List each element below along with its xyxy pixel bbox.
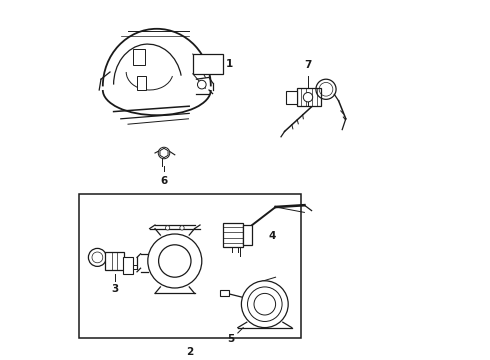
Circle shape xyxy=(197,80,206,89)
Bar xyxy=(243,225,252,245)
Circle shape xyxy=(254,293,275,315)
Bar xyxy=(104,252,124,270)
Text: 3: 3 xyxy=(112,284,119,294)
Bar xyxy=(79,194,301,338)
Bar xyxy=(133,49,145,65)
Bar xyxy=(220,290,229,296)
Text: 2: 2 xyxy=(187,347,194,357)
Text: 7: 7 xyxy=(304,60,312,70)
Circle shape xyxy=(180,226,184,230)
Text: 1: 1 xyxy=(226,59,234,69)
Circle shape xyxy=(242,281,288,328)
Polygon shape xyxy=(160,148,168,158)
Bar xyxy=(193,54,223,74)
Circle shape xyxy=(92,252,103,263)
Circle shape xyxy=(247,287,282,321)
Text: 5: 5 xyxy=(227,334,234,344)
Bar xyxy=(122,257,133,274)
Circle shape xyxy=(159,245,191,277)
Circle shape xyxy=(158,147,170,159)
Circle shape xyxy=(303,93,313,102)
Bar xyxy=(297,88,320,106)
Circle shape xyxy=(88,248,106,266)
Text: 4: 4 xyxy=(269,231,276,241)
Bar xyxy=(223,223,243,247)
Text: 6: 6 xyxy=(160,176,168,186)
Circle shape xyxy=(148,234,202,288)
Bar xyxy=(137,76,146,90)
Circle shape xyxy=(166,226,170,230)
Bar xyxy=(286,91,297,104)
